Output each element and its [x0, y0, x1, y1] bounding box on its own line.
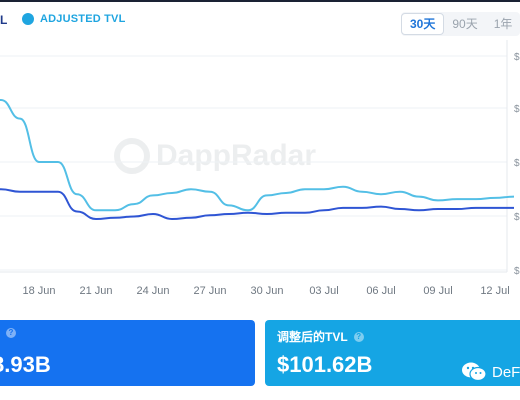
x-tick-label: 03 Jul [309, 285, 338, 297]
top-border [0, 0, 520, 2]
x-tick-label: 09 Jul [423, 285, 452, 297]
legend-dot-icon [22, 13, 34, 25]
x-tick-label: 18 Jun [22, 285, 55, 297]
x-tick-label: 06 Jul [366, 285, 395, 297]
legend-item-adjusted-tvl[interactable]: ADJUSTED TVL [22, 13, 126, 25]
y-tick-label: $ [514, 104, 520, 115]
tab-30-days[interactable]: 30天 [401, 13, 445, 35]
legend-item-tvl-clipped[interactable]: L [0, 13, 8, 27]
x-tick-label: 24 Jun [136, 285, 169, 297]
info-icon[interactable]: ? [353, 331, 364, 342]
tvl-line-chart: $ $ $ $ $18 Jun 21 Jun 24 Jun 27 Jun 30 Jun 03 Ju… [0, 40, 520, 297]
y-tick-label: $ [514, 52, 520, 63]
wechat-badge-text: DeFi [492, 363, 520, 381]
y-tick-label: $ [514, 266, 520, 277]
tvl-card-value: 8.93B [0, 352, 51, 377]
info-icon[interactable]: ? [6, 328, 16, 338]
tvl-card: ? 8.93B [0, 320, 255, 386]
series-line-adjusted [0, 99, 515, 212]
tvl-card-title: ? [0, 328, 16, 338]
wechat-badge: DeFi [461, 361, 520, 383]
adjusted-tvl-card-title-text: 调整后的TVL [277, 330, 348, 344]
legend-label: ADJUSTED TVL [40, 13, 126, 25]
tab-90-days[interactable]: 90天 [452, 17, 478, 31]
x-tick-label: 30 Jun [250, 285, 283, 297]
y-tick-label: $ [514, 158, 520, 169]
time-range-tabs: 30天 90天 1年 [401, 12, 520, 36]
x-tick-label: 27 Jun [193, 285, 226, 297]
adjusted-tvl-card-title: 调整后的TVL ? [277, 328, 364, 345]
y-tick-label: $ [514, 212, 520, 223]
series-line-tvl [0, 188, 514, 220]
x-tick-label: 12 Jul [480, 285, 509, 297]
wechat-icon [462, 362, 487, 382]
adjusted-tvl-card-value: $101.62B [277, 352, 373, 377]
x-tick-label: 21 Jun [79, 285, 112, 297]
tab-1-year[interactable]: 1年 [493, 17, 513, 31]
